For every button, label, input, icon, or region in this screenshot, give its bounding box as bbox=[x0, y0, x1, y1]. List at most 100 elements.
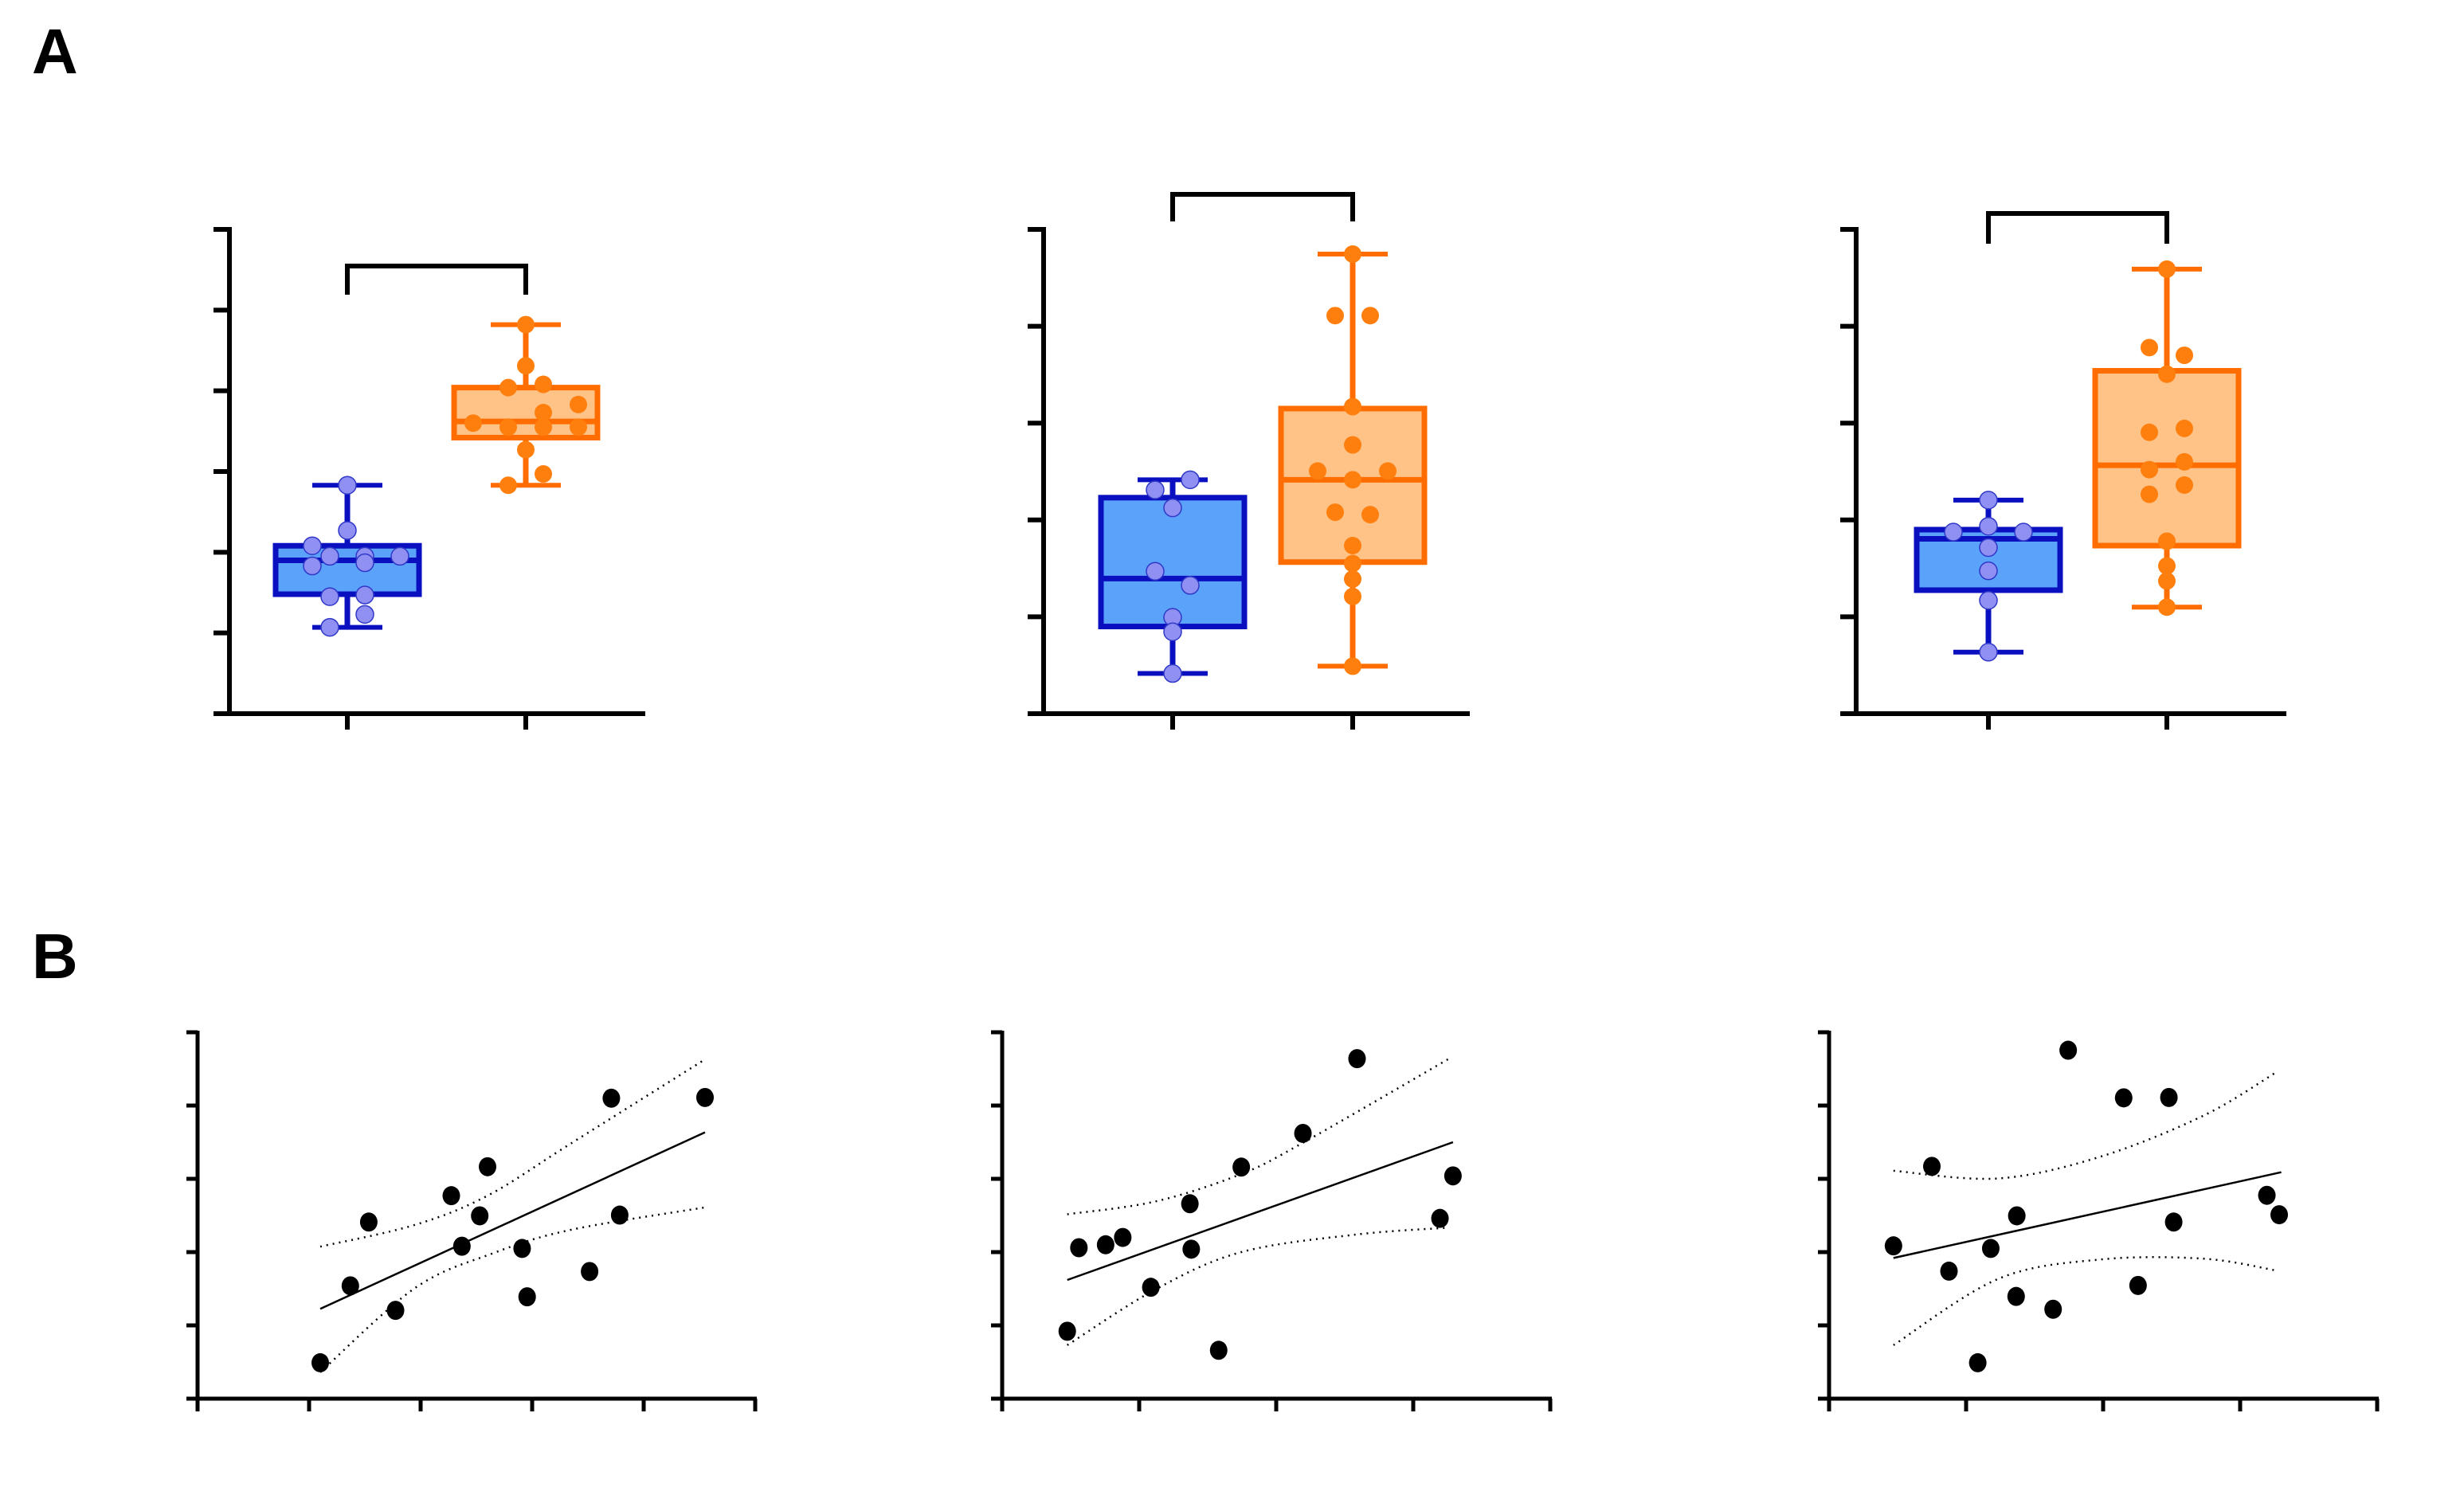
confidence-band-lower bbox=[319, 1206, 706, 1373]
scatter-point bbox=[311, 1352, 329, 1372]
data-point-control bbox=[1163, 498, 1182, 518]
data-point-dme bbox=[1344, 436, 1361, 454]
data-point-dme bbox=[535, 418, 552, 436]
data-point-control bbox=[303, 536, 322, 555]
data-point-dme bbox=[1344, 554, 1361, 573]
scatter-point bbox=[1294, 1123, 1312, 1143]
data-point-dme bbox=[1361, 506, 1379, 524]
data-point-control bbox=[1163, 622, 1182, 641]
data-point-control bbox=[1979, 590, 1998, 610]
scatter-point bbox=[610, 1205, 629, 1225]
data-point-dme bbox=[499, 418, 517, 436]
data-point-dme bbox=[2141, 423, 2158, 441]
data-point-dme bbox=[1344, 471, 1361, 489]
scatter-point bbox=[1182, 1239, 1201, 1259]
data-point-dme bbox=[1326, 503, 1344, 522]
data-point-dme bbox=[2158, 532, 2176, 550]
confidence-band-upper bbox=[319, 1058, 706, 1248]
data-point-dme bbox=[2158, 598, 2176, 616]
data-point-dme bbox=[517, 440, 535, 459]
data-point-dme bbox=[2158, 260, 2176, 278]
data-point-dme bbox=[1344, 537, 1361, 555]
panel-a-label: A bbox=[32, 16, 78, 87]
scatter-point bbox=[1181, 1194, 1199, 1214]
regression-line bbox=[319, 1131, 706, 1310]
data-point-dme bbox=[570, 395, 587, 413]
data-point-dme bbox=[1326, 307, 1344, 325]
data-point-control bbox=[2014, 523, 2033, 542]
data-point-dme bbox=[1344, 245, 1361, 264]
data-point-control bbox=[320, 546, 339, 566]
data-point-dme bbox=[499, 378, 517, 397]
data-point-control bbox=[390, 546, 409, 566]
data-point-dme bbox=[517, 315, 535, 334]
scatter-point bbox=[2008, 1206, 2026, 1226]
scatter-point bbox=[2164, 1212, 2183, 1232]
scatter-point bbox=[452, 1236, 471, 1256]
data-point-control bbox=[1181, 470, 1200, 490]
scatter-chart-lbp-elisa-vs-cst bbox=[1818, 1030, 2380, 1411]
scatter-point bbox=[1232, 1157, 1251, 1177]
scatter-point bbox=[513, 1239, 531, 1258]
data-point-control bbox=[338, 521, 357, 540]
scatter-point bbox=[2044, 1299, 2062, 1319]
data-point-control bbox=[1163, 663, 1182, 683]
data-point-dme bbox=[1379, 462, 1397, 480]
data-point-control bbox=[1944, 523, 1963, 542]
scatter-point bbox=[1142, 1278, 1160, 1298]
scatter-chart-lbp-vs-vegf bbox=[186, 1030, 758, 1411]
data-point-control bbox=[355, 605, 374, 624]
scatter-point bbox=[386, 1301, 405, 1321]
scatter-point bbox=[1096, 1235, 1114, 1254]
scatter-point bbox=[696, 1087, 714, 1107]
scatter-point bbox=[442, 1186, 460, 1206]
scatter-point bbox=[359, 1212, 378, 1232]
scatter-point bbox=[1114, 1227, 1132, 1247]
scatter-point bbox=[2160, 1087, 2178, 1107]
scatter-point bbox=[1070, 1238, 1088, 1258]
box-chart-lbp-proteomics bbox=[213, 227, 645, 730]
significance-bracket bbox=[1986, 211, 2169, 244]
scatter-point bbox=[1884, 1236, 1902, 1256]
scatter-point bbox=[1968, 1352, 1987, 1372]
scatter-point bbox=[602, 1088, 621, 1108]
scatter-point bbox=[581, 1262, 599, 1282]
panel-b-label: B bbox=[32, 921, 78, 992]
data-point-control bbox=[303, 556, 322, 576]
data-point-dme bbox=[517, 357, 535, 375]
data-point-dme bbox=[2176, 476, 2193, 495]
data-point-dme bbox=[499, 476, 517, 495]
scatter-point bbox=[341, 1276, 359, 1296]
scatter-point bbox=[2059, 1040, 2078, 1060]
scatter-point bbox=[2258, 1185, 2276, 1205]
data-point-dme bbox=[2158, 557, 2176, 575]
data-point-control bbox=[355, 553, 374, 573]
scatter-point bbox=[1444, 1166, 1462, 1186]
data-point-dme bbox=[2141, 339, 2158, 357]
scatter-point bbox=[1431, 1208, 1449, 1228]
data-point-control bbox=[1979, 561, 1998, 581]
data-point-dme bbox=[2158, 572, 2176, 590]
confidence-band-upper bbox=[1893, 1071, 2277, 1180]
data-point-dme bbox=[2141, 460, 2158, 479]
data-point-dme bbox=[2158, 365, 2176, 383]
data-point-control bbox=[338, 476, 357, 495]
confidence-band-upper bbox=[1067, 1058, 1450, 1215]
scatter-point bbox=[1058, 1321, 1076, 1341]
box-chart-lbp-elisa bbox=[1028, 192, 1470, 730]
confidence-band-lower bbox=[1067, 1227, 1449, 1346]
regression-line bbox=[1067, 1141, 1454, 1282]
scatter-point bbox=[1209, 1341, 1228, 1360]
data-point-dme bbox=[464, 414, 482, 433]
data-point-dme bbox=[2141, 485, 2158, 503]
scatter-point bbox=[518, 1287, 536, 1307]
significance-bracket bbox=[345, 264, 528, 295]
data-point-control bbox=[1979, 538, 1998, 558]
scatter-point bbox=[1940, 1261, 1958, 1281]
data-point-dme bbox=[1344, 569, 1361, 588]
scatter-point bbox=[1923, 1157, 1941, 1176]
scatter-point bbox=[2129, 1275, 2147, 1295]
scatter-point bbox=[1348, 1049, 1366, 1069]
data-point-dme bbox=[535, 404, 552, 422]
data-point-control bbox=[320, 587, 339, 606]
